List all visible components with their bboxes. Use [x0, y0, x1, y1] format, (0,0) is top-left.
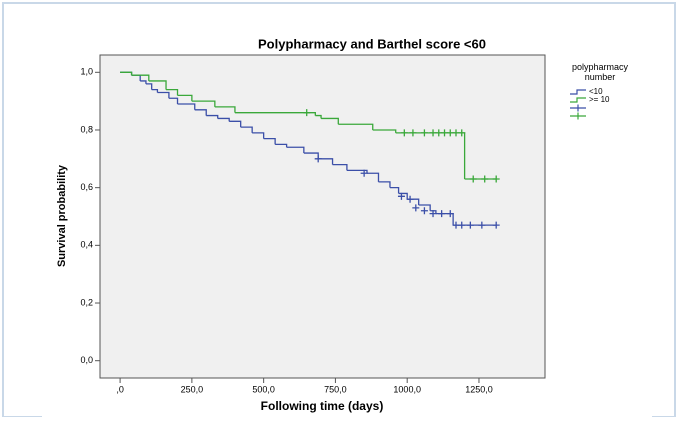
step-segment: [148, 80, 167, 90]
step-segment: [131, 74, 150, 81]
y-tick-label: 0,0: [80, 355, 93, 365]
censor-mark: [314, 155, 322, 163]
step-segment: [321, 117, 339, 125]
step-segment: [430, 210, 437, 214]
step-segment: [206, 114, 219, 119]
step-segment: [120, 71, 133, 76]
x-tick-label: ,0: [116, 384, 124, 394]
step-segment: [275, 143, 288, 148]
step-segment: [367, 172, 380, 182]
step-segment: [145, 83, 153, 90]
step-segment: [191, 100, 216, 107]
step-segment: [217, 117, 230, 122]
step-segment: [286, 146, 305, 154]
censor-mark: [303, 109, 311, 117]
censor-mark: [438, 210, 446, 218]
legend-title: polypharmacy number: [572, 62, 629, 82]
step-segment: [177, 94, 193, 102]
step-segment: [234, 112, 316, 116]
x-tick-label: 1250,0: [465, 384, 493, 394]
x-tick-label: 250,0: [181, 384, 204, 394]
step-segment: [177, 103, 196, 110]
censor-mark: [478, 221, 486, 229]
step-segment: [332, 163, 348, 171]
censor-mark: [400, 129, 408, 137]
censor-mark: [466, 221, 474, 229]
censor-mark: [420, 207, 428, 215]
y-tick-label: 1,0: [80, 67, 93, 77]
plot-area: [99, 54, 546, 379]
chart-title: Polypharmacy and Barthel score <60: [258, 36, 486, 51]
x-tick-label: 1000,0: [393, 384, 421, 394]
step-segment: [140, 80, 147, 84]
censor-mark: [492, 221, 500, 229]
step-segment: [263, 137, 276, 145]
step-segment: [318, 158, 334, 165]
step-segment: [168, 97, 179, 105]
censor-mark: [469, 175, 477, 183]
censor-mark: [406, 195, 414, 203]
legend-symbol: [570, 104, 586, 112]
step-segment: [315, 114, 322, 119]
legend-symbol: [570, 97, 586, 103]
y-tick-label: 0,8: [80, 124, 93, 134]
step-segment: [346, 169, 368, 174]
censor-mark: [458, 221, 466, 229]
censor-mark: [446, 210, 454, 218]
censor-mark: [360, 169, 368, 177]
censor-mark: [397, 192, 405, 200]
step-segment: [252, 132, 265, 139]
censor-mark: [481, 175, 489, 183]
step-segment: [151, 88, 159, 93]
legend-symbol: [570, 89, 586, 95]
censor-mark: [412, 204, 420, 212]
legend-label: <10: [589, 87, 603, 96]
legend-label: >= 10: [589, 95, 610, 104]
step-segment: [372, 129, 397, 133]
step-segment: [214, 106, 236, 113]
legend-symbol: [570, 112, 586, 120]
step-segment: [338, 123, 374, 130]
y-axis-label: Survival probability: [56, 164, 68, 267]
x-axis-label: Following time (days): [261, 399, 384, 413]
x-tick-label: 500,0: [252, 384, 275, 394]
y-tick-label: 0,6: [80, 182, 93, 192]
censor-mark: [429, 210, 437, 218]
censor-mark: [420, 129, 428, 137]
step-segment: [166, 88, 179, 96]
step-segment: [157, 91, 170, 99]
y-tick-label: 0,2: [80, 297, 93, 307]
step-segment: [194, 109, 207, 116]
step-segment: [240, 126, 253, 133]
censor-mark: [458, 129, 466, 137]
step-segment: [389, 187, 400, 194]
y-tick-label: 0,4: [80, 240, 93, 250]
x-tick-label: 750,0: [324, 384, 347, 394]
step-segment: [378, 181, 391, 188]
step-segment: [229, 120, 242, 128]
censor-mark: [492, 175, 500, 183]
censor-mark: [409, 129, 417, 137]
step-segment: [418, 204, 431, 211]
